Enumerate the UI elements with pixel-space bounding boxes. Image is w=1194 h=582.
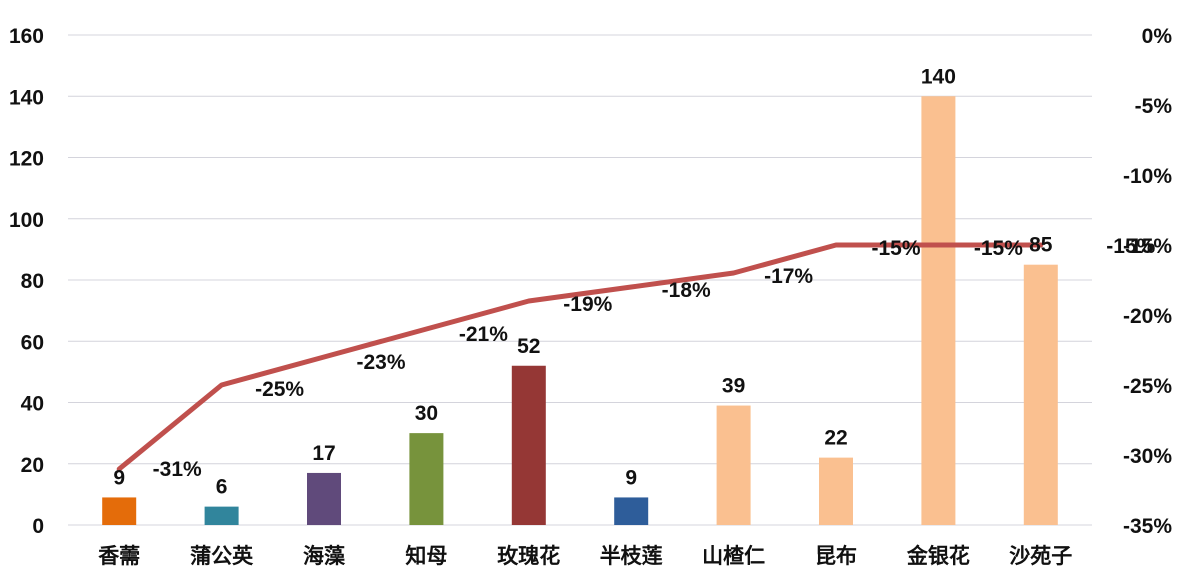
right-tick-label: -25% [1123, 375, 1172, 398]
bar [716, 405, 751, 525]
right-axis: -35% -30% -25% -20% -15% -10% -5% 0% [1123, 25, 1172, 538]
gridlines [68, 34, 1092, 526]
left-tick-label: 40 [21, 393, 44, 416]
line-value-label: -18% [662, 279, 711, 302]
bar-value-label: 9 [625, 466, 637, 489]
line-value-label: -15% [974, 237, 1023, 260]
right-tick-label: -5% [1135, 95, 1173, 118]
category-label: 金银花 [906, 544, 970, 568]
right-tick-label: 0% [1142, 25, 1173, 48]
bar-value-label: 30 [415, 402, 438, 425]
left-tick-label: 100 [9, 209, 44, 232]
line-value-label: -19% [563, 293, 612, 316]
right-tick-label: -20% [1123, 305, 1172, 328]
category-label: 蒲公英 [190, 544, 254, 568]
left-axis: 0 20 40 60 80 100 120 140 160 [9, 25, 44, 538]
bar [102, 497, 137, 525]
bar [511, 365, 546, 525]
bar-value-label: 6 [216, 476, 228, 499]
line-data-labels: -31% -25% -23% -21% -19% -18% -17% -15% -15% -15% [153, 235, 1156, 481]
right-tick-label: -10% [1123, 165, 1172, 188]
line-value-label: -31% [153, 458, 202, 481]
bar-value-label: 52 [517, 335, 540, 358]
line-value-label: -23% [356, 351, 405, 374]
bar-value-label: 39 [722, 375, 745, 398]
category-label: 玫瑰花 [497, 544, 560, 568]
right-tick-label: -30% [1123, 445, 1172, 468]
category-label: 半枝莲 [600, 544, 663, 568]
bar [409, 433, 444, 525]
left-tick-label: 80 [21, 270, 44, 293]
bar-series [102, 96, 1058, 525]
bar [1023, 264, 1058, 525]
trend-line [116, 242, 1044, 472]
bar [614, 497, 649, 525]
line-value-label: -15% [1106, 235, 1155, 258]
left-tick-label: 60 [21, 331, 44, 354]
category-label: 山楂仁 [702, 544, 765, 568]
bar [921, 96, 956, 525]
line-value-label: -25% [255, 378, 304, 401]
bar-value-label: 22 [824, 427, 847, 450]
bar-value-label: 9 [113, 466, 125, 489]
category-label: 香薷 [98, 544, 140, 568]
bar [204, 506, 239, 525]
line-series [116, 242, 1044, 472]
right-tick-label: -35% [1123, 515, 1172, 538]
bar [307, 472, 341, 525]
category-label: 知母 [405, 544, 447, 568]
left-tick-label: 140 [9, 86, 44, 109]
bar [819, 457, 853, 525]
bar-data-labels: 9 6 17 30 52 9 39 22 140 85 [113, 65, 1052, 498]
bar-value-label: 85 [1029, 234, 1053, 257]
line-value-label: -21% [459, 323, 508, 346]
left-tick-label: 0 [32, 515, 44, 538]
category-label: 沙苑子 [1009, 544, 1072, 568]
bar-value-label: 17 [312, 442, 335, 465]
category-label: 海藻 [303, 544, 346, 568]
right-tick-label: -15% [1123, 235, 1172, 258]
left-tick-label: 120 [9, 148, 44, 171]
line-value-label: -15% [871, 237, 920, 260]
category-axis: 香薷 蒲公英 海藻 知母 玫瑰花 半枝莲 山楂仁 昆布 金银花 沙苑子 [98, 544, 1072, 568]
category-label: 昆布 [815, 544, 857, 568]
left-tick-label: 160 [9, 25, 44, 48]
left-tick-label: 20 [21, 454, 44, 477]
bar-value-label: 140 [921, 65, 956, 88]
line-value-label: -17% [764, 265, 813, 288]
